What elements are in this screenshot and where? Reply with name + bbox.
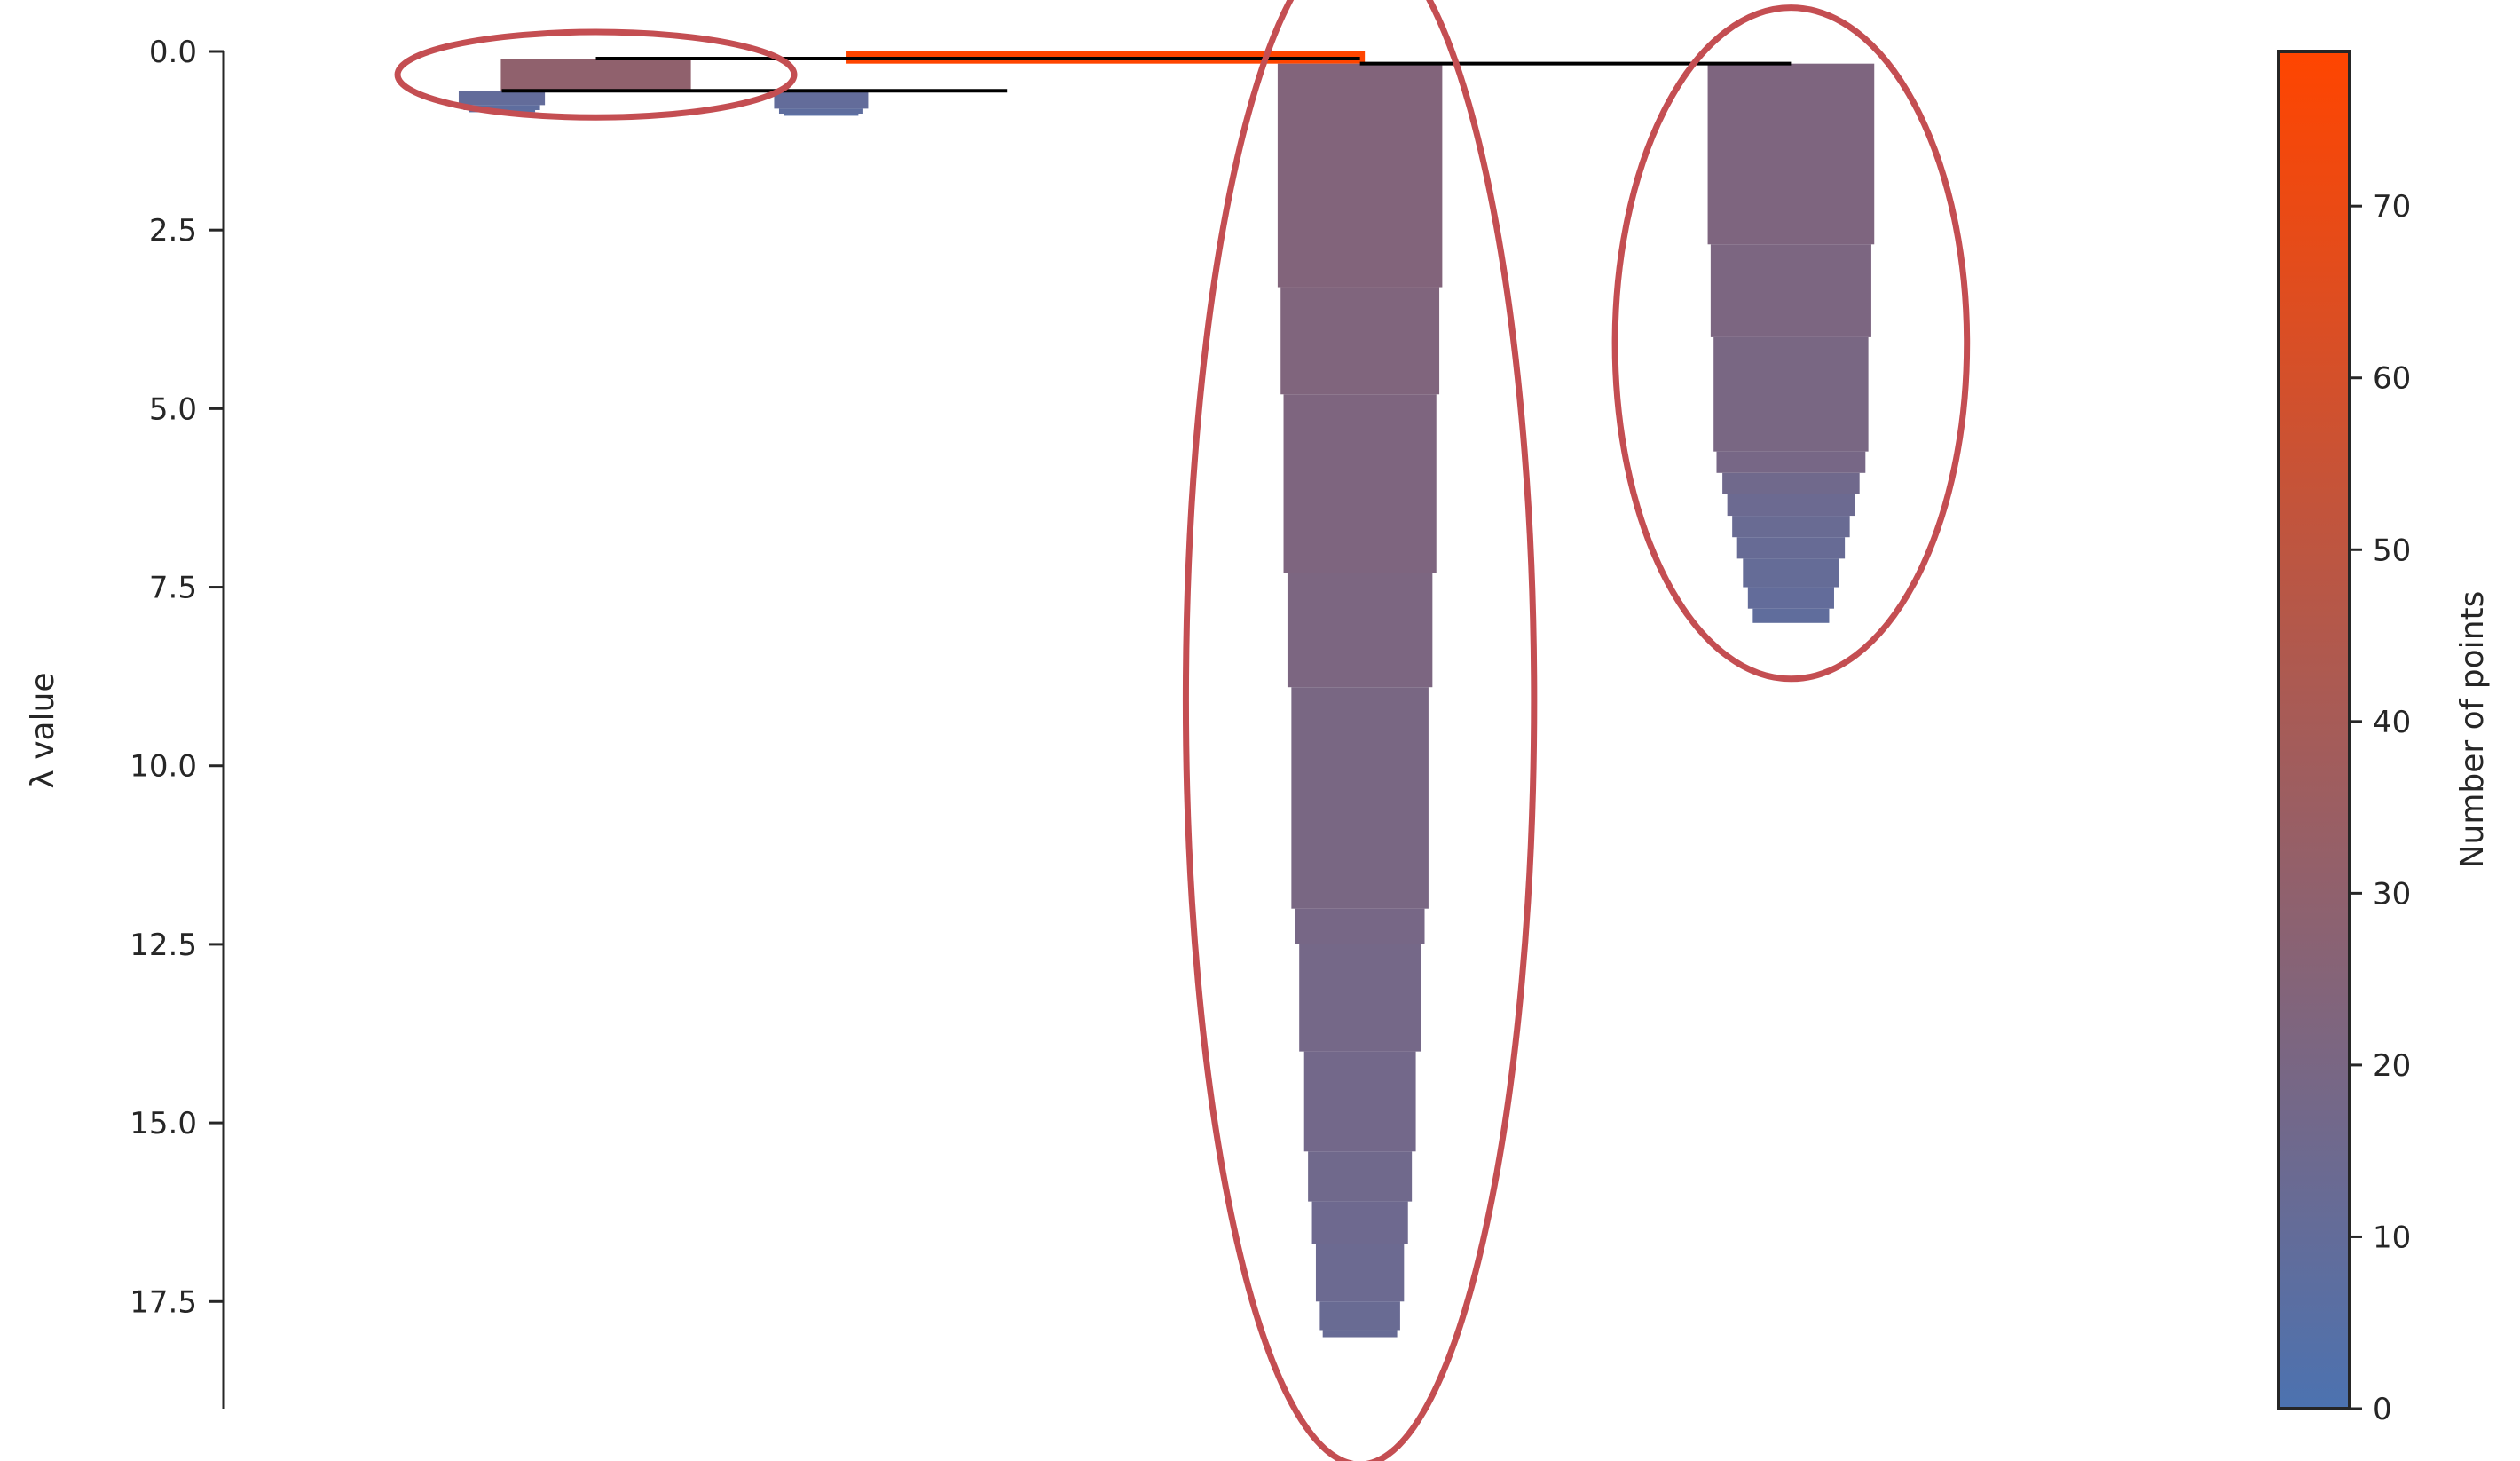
y-axis-ticks: 0.0 2.5 5.0 7.5 10.0 12.5 15.0 17.5 [130,35,224,1320]
colorbar-label: Number of points [2454,591,2491,869]
colorbar-tick-label: 60 [2373,361,2411,397]
colorbar-tick-label: 50 [2373,533,2411,568]
cluster-bar-segment [1303,1051,1416,1152]
cluster-bar-segment [1322,1330,1398,1338]
cluster-bar-segment [1707,63,1875,245]
cluster-bar-segment [1308,1151,1413,1202]
cluster-bar-segment [784,114,859,116]
cluster-bar-segment [1319,1301,1400,1331]
y-axis-label: λ value [25,672,61,788]
selected-cluster-ellipse [1611,4,1971,683]
cluster-bar-segment [1277,63,1443,288]
selected-cluster-ellipse [394,28,798,121]
cluster-links [501,57,1792,93]
cluster-bar-segment [1722,472,1860,494]
cluster-bar-segment [774,91,869,109]
y-tick-label: 0.0 [149,35,197,70]
colorbar-tick-label: 10 [2373,1220,2411,1255]
cluster-bar-segment [1747,587,1834,609]
y-tick-label: 10.0 [130,749,197,785]
colorbar-gradient [2277,50,2351,1410]
cluster-bar-segment [1295,908,1425,944]
cluster-bar-segment [778,108,863,115]
selected-cluster-ellipse [1183,0,1538,1461]
cluster-bar-segment [1736,537,1846,559]
colorbar: 0 10 20 30 40 50 60 70 Number of points [2277,50,2491,1427]
cluster-bar-segment [1752,608,1830,623]
cluster-bar-segment [1311,1201,1408,1244]
cluster-bar-segment [463,105,540,110]
y-tick-label: 15.0 [130,1106,197,1141]
selected-cluster-highlights [394,0,1971,1461]
colorbar-tick-label: 20 [2373,1048,2411,1084]
cluster-bar-segment [1732,516,1850,538]
cluster-bar-segment [1315,1244,1405,1302]
y-tick-label: 5.0 [149,391,197,427]
colorbar-tick-label: 30 [2373,876,2411,912]
cluster-bar-segment [1291,687,1429,909]
cluster-bars [458,51,1875,1338]
y-tick-label: 12.5 [130,928,197,963]
y-tick-label: 7.5 [149,571,197,606]
cluster-bar-segment [1299,944,1421,1052]
colorbar-tick-label: 0 [2373,1392,2392,1427]
y-tick-label: 2.5 [149,213,197,249]
cluster-bar-segment [1716,451,1866,473]
cluster-bar-segment [1727,494,1855,517]
cluster-bar-segment [1283,394,1437,573]
colorbar-tick-label: 40 [2373,705,2411,740]
colorbar-ticks: 0 10 20 30 40 50 60 70 [2350,189,2411,1427]
cluster-bar-segment [1743,558,1839,588]
y-axis: 0.0 2.5 5.0 7.5 10.0 12.5 15.0 17.5 λ value [25,35,225,1409]
cluster-bar-segment [1287,573,1433,688]
cluster-bar-segment [1713,336,1869,452]
cluster-bar-segment [458,91,546,106]
cluster-bar-segment [1710,244,1871,337]
colorbar-tick-label: 70 [2373,189,2411,225]
plot-area [394,0,1971,1461]
y-tick-label: 17.5 [130,1284,197,1320]
cluster-bar-segment [500,59,691,91]
cluster-bar-segment [1280,287,1440,395]
